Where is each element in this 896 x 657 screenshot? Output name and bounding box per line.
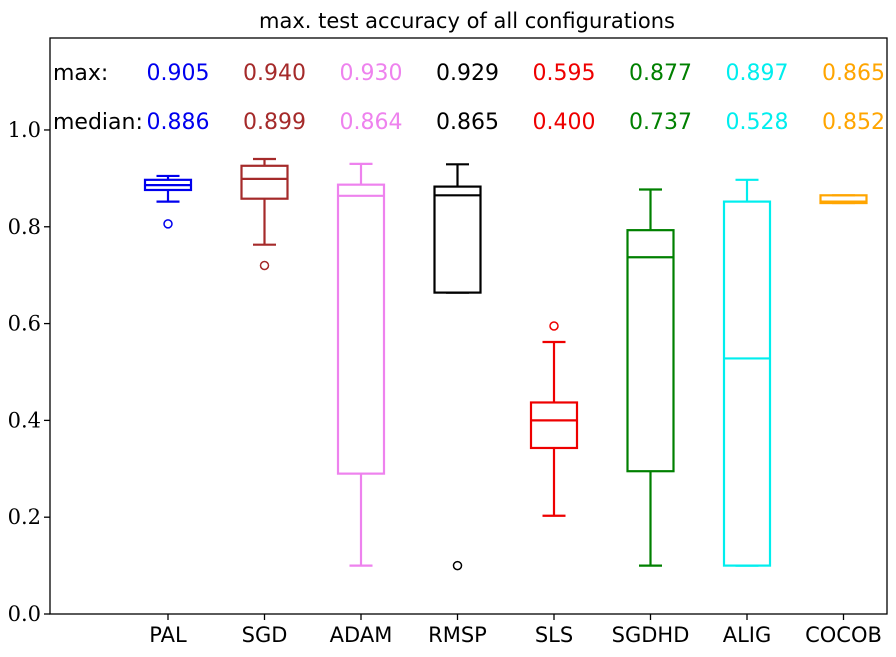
plot-frame: [49, 37, 888, 615]
x-tick-label: SGD: [242, 623, 288, 647]
box-pal: [143, 174, 193, 229]
iqr-box: [529, 401, 579, 450]
outlier-point: [163, 219, 173, 229]
box-cocob: [819, 194, 868, 205]
x-tick-label: SLS: [535, 623, 573, 647]
max-value-pal: 0.905: [147, 61, 210, 86]
x-tick-label: ADAM: [330, 623, 393, 647]
max-value-rmsp: 0.929: [436, 61, 499, 86]
iqr-box: [819, 194, 868, 205]
outlier-point: [452, 560, 463, 571]
y-tick-label: 0.2: [8, 505, 41, 529]
iqr-box: [240, 164, 289, 200]
median-row-label: median:: [53, 110, 143, 135]
max-value-cocob: 0.865: [822, 61, 885, 86]
iqr-box: [336, 183, 386, 475]
stat-annotations: max: median:0.905 0.886 0.940 0.899 0.930 0.86…: [53, 61, 885, 135]
max-value-alig: 0.897: [726, 61, 789, 86]
box-adam: [336, 162, 386, 567]
x-axis: PAL SGD ADAM RMSP SLS SGDHD ALIG COCOB: [149, 614, 882, 647]
y-axis: 0.0 0.2 0.4 0.6 0.8 1.0: [8, 118, 50, 626]
max-row-label: max:: [53, 61, 108, 86]
y-tick-label: 0.4: [8, 408, 41, 432]
x-tick-label: PAL: [149, 623, 187, 647]
median-value-sgd: 0.899: [243, 110, 306, 135]
box-sls: [529, 321, 579, 517]
median-value-cocob: 0.852: [822, 110, 885, 135]
x-tick-label: ALIG: [723, 623, 772, 647]
max-value-sgd: 0.940: [243, 61, 306, 86]
median-value-sls: 0.400: [533, 110, 596, 135]
x-tick-label: RMSP: [428, 623, 487, 647]
max-value-sgdhd: 0.877: [629, 61, 692, 86]
y-tick-label: 0.0: [8, 602, 41, 626]
median-value-sgdhd: 0.737: [629, 110, 692, 135]
chart-title: max. test accuracy of all configurations: [259, 9, 675, 33]
y-tick-label: 0.8: [8, 215, 41, 239]
outlier-point: [549, 321, 559, 331]
median-value-pal: 0.886: [147, 110, 210, 135]
box-sgdhd: [626, 188, 675, 567]
box-sgd: [240, 157, 289, 271]
outlier-point: [259, 260, 270, 271]
x-tick-label: SGDHD: [612, 623, 690, 647]
median-value-adam: 0.864: [340, 110, 403, 135]
box-rmsp: [433, 163, 482, 571]
iqr-box: [433, 185, 482, 294]
iqr-box: [722, 200, 772, 567]
max-value-adam: 0.930: [340, 61, 403, 86]
max-value-sls: 0.595: [533, 61, 596, 86]
y-tick-label: 0.6: [8, 312, 41, 336]
iqr-box: [626, 229, 675, 473]
box-alig: [722, 178, 772, 567]
median-value-alig: 0.528: [726, 110, 789, 135]
median-value-rmsp: 0.865: [436, 110, 499, 135]
y-tick-label: 1.0: [8, 118, 41, 142]
x-tick-label: COCOB: [805, 623, 882, 647]
box-series: [143, 157, 868, 571]
